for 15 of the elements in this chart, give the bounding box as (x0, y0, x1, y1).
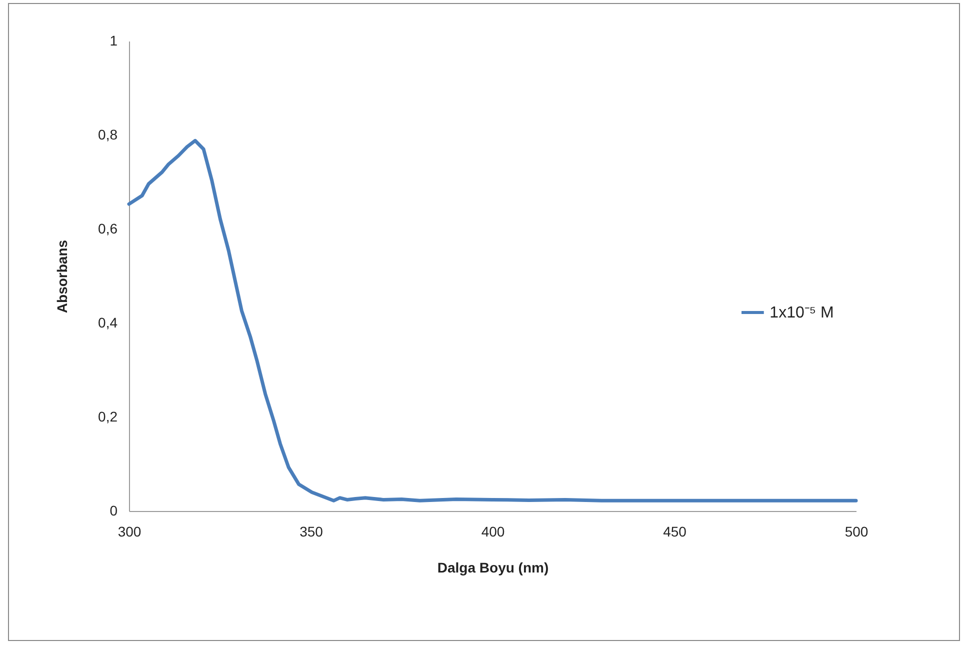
line-series (127, 138, 858, 502)
y-tick-label: 0,8 (98, 126, 118, 142)
x-tick-label: 400 (481, 524, 505, 540)
x-tick-label: 350 (300, 524, 324, 540)
y-axis-title: Absorbans (54, 240, 70, 314)
x-tick-label: 500 (844, 524, 868, 540)
x-tick-label: 300 (118, 524, 142, 540)
y-tick-label: 0 (110, 502, 118, 518)
y-tick-label: 0,2 (98, 408, 118, 424)
y-tick-label: 0,6 (98, 220, 118, 236)
x-axis-title: Dalga Boyu (nm) (437, 560, 549, 576)
legend-label: 1x10⁻⁵ M (770, 304, 834, 322)
y-tick-label: 1 (110, 32, 118, 48)
x-tick-label: 450 (663, 524, 687, 540)
y-tick-label: 0,4 (98, 314, 118, 330)
